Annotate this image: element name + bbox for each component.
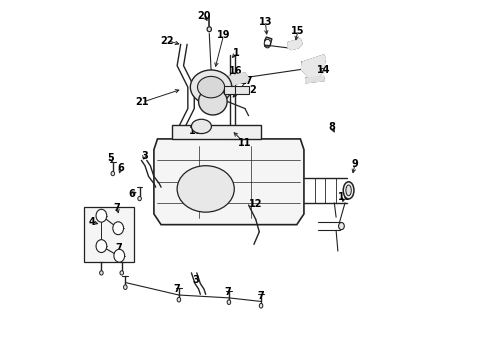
Text: 10: 10 <box>338 192 351 202</box>
Text: 4: 4 <box>89 217 96 227</box>
Text: 22: 22 <box>161 36 174 46</box>
Ellipse shape <box>113 222 123 235</box>
Ellipse shape <box>96 240 107 252</box>
Text: 1: 1 <box>233 48 240 58</box>
Text: 21: 21 <box>136 97 149 107</box>
Ellipse shape <box>192 119 211 134</box>
Text: 7: 7 <box>257 291 264 301</box>
Ellipse shape <box>259 303 263 308</box>
Text: 7: 7 <box>225 287 232 297</box>
Ellipse shape <box>198 88 227 115</box>
Ellipse shape <box>138 197 142 201</box>
Ellipse shape <box>111 171 115 176</box>
Bar <box>235 86 248 94</box>
Text: 2: 2 <box>221 85 228 95</box>
Ellipse shape <box>190 70 232 104</box>
Polygon shape <box>301 55 325 78</box>
Text: 2: 2 <box>249 85 256 95</box>
Text: 6: 6 <box>128 189 135 199</box>
Text: 16: 16 <box>229 66 242 76</box>
Text: 12: 12 <box>249 199 263 209</box>
Text: 8: 8 <box>328 122 335 132</box>
Text: 7: 7 <box>115 243 122 253</box>
Text: 9: 9 <box>352 159 358 169</box>
Polygon shape <box>306 76 324 83</box>
Text: 17: 17 <box>240 76 253 86</box>
Ellipse shape <box>120 271 123 275</box>
Text: 13: 13 <box>259 17 272 27</box>
Ellipse shape <box>207 27 211 32</box>
Text: 15: 15 <box>291 26 305 36</box>
Ellipse shape <box>114 249 124 262</box>
Text: 18: 18 <box>189 126 203 136</box>
Bar <box>223 86 237 94</box>
Ellipse shape <box>177 297 181 302</box>
Text: 20: 20 <box>197 11 211 21</box>
Polygon shape <box>288 39 302 50</box>
Ellipse shape <box>99 271 103 275</box>
Text: 7: 7 <box>114 203 121 213</box>
Bar <box>83 207 134 262</box>
Ellipse shape <box>346 185 351 196</box>
Ellipse shape <box>343 182 354 199</box>
Ellipse shape <box>227 300 231 305</box>
Ellipse shape <box>96 209 107 222</box>
Ellipse shape <box>197 76 224 98</box>
Text: 3: 3 <box>193 275 199 285</box>
Text: 19: 19 <box>217 30 230 40</box>
Text: 6: 6 <box>118 163 124 173</box>
Polygon shape <box>229 73 248 85</box>
Polygon shape <box>154 139 304 225</box>
Ellipse shape <box>177 166 234 212</box>
Text: 3: 3 <box>141 151 147 161</box>
Ellipse shape <box>339 222 344 230</box>
Text: 14: 14 <box>317 65 330 75</box>
Text: 5: 5 <box>108 153 115 163</box>
Text: 11: 11 <box>238 138 251 148</box>
Polygon shape <box>172 125 261 139</box>
Text: 7: 7 <box>173 284 180 294</box>
Ellipse shape <box>123 285 127 289</box>
